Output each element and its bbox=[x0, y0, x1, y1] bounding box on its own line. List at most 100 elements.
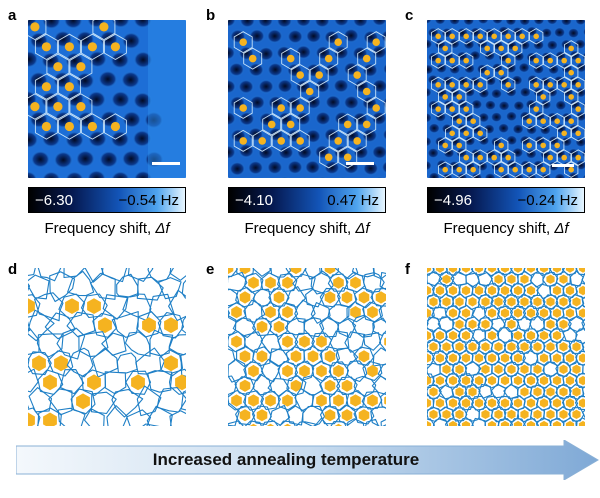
network-ring bbox=[300, 374, 324, 396]
network-hexagon-fill bbox=[442, 409, 451, 419]
afm-hexagon-outline bbox=[366, 96, 386, 119]
network-ring bbox=[149, 293, 175, 318]
afm-pore bbox=[560, 136, 573, 147]
network-ring bbox=[351, 268, 375, 278]
afm-hexagon-outline bbox=[431, 100, 446, 118]
afm-pore bbox=[427, 64, 434, 75]
arrow-label: Increased annealing temperature bbox=[152, 450, 420, 469]
network-ring bbox=[243, 390, 265, 411]
network-ring bbox=[427, 321, 429, 328]
afm-hexagon-outline bbox=[431, 28, 446, 45]
afm-pore bbox=[381, 160, 386, 174]
network-ring bbox=[311, 332, 333, 352]
network-hexagon-fill bbox=[572, 409, 581, 419]
network-hexagon-fill bbox=[474, 285, 484, 296]
afm-hexagon-outline bbox=[564, 40, 579, 57]
network-ring bbox=[251, 405, 272, 425]
afm-hexagon-dot bbox=[526, 142, 532, 149]
network-hexagon-fill bbox=[487, 398, 497, 408]
afm-hexagon-outline bbox=[445, 100, 460, 118]
network-hexagon-fill bbox=[572, 297, 581, 307]
afm-hexagon-outline bbox=[34, 73, 58, 100]
afm-hexagon-dot bbox=[442, 45, 448, 52]
afm-hexagon-outline bbox=[92, 20, 116, 41]
network-hexagon-fill bbox=[572, 387, 581, 397]
network-ring bbox=[284, 317, 306, 336]
colorbar-label-b: Frequency shift, Δf bbox=[207, 220, 407, 237]
network-ring bbox=[181, 315, 186, 334]
afm-pore bbox=[238, 111, 255, 127]
network-diagram-d bbox=[28, 268, 186, 426]
network-ring bbox=[555, 361, 572, 377]
afm-hexagon-dot bbox=[498, 45, 504, 52]
afm-hexagon-dot bbox=[435, 33, 441, 40]
network-ring bbox=[370, 406, 386, 426]
network-ring bbox=[581, 296, 585, 308]
network-ring bbox=[457, 373, 474, 388]
afm-pore bbox=[323, 63, 340, 78]
network-hexagon-fill bbox=[487, 268, 497, 273]
network-ring bbox=[457, 395, 474, 411]
afm-hexagon-dot bbox=[449, 57, 455, 64]
afm-pore bbox=[567, 27, 580, 39]
network-ring bbox=[445, 305, 461, 321]
network-hexagon-fill bbox=[266, 423, 275, 426]
network-ring bbox=[37, 268, 62, 282]
network-ring bbox=[464, 293, 480, 311]
network-ring bbox=[279, 420, 296, 426]
network-hexagon-fill bbox=[507, 319, 516, 329]
network-ring bbox=[327, 273, 349, 292]
afm-hexagon-dot bbox=[526, 118, 532, 124]
network-ring bbox=[147, 370, 173, 393]
afm-hexagon-outline bbox=[452, 137, 467, 154]
afm-pore bbox=[448, 64, 461, 75]
network-ring bbox=[555, 317, 572, 332]
afm-hexagon-outline bbox=[487, 28, 502, 45]
network-hexagon-fill bbox=[54, 355, 68, 372]
afm-pore bbox=[121, 32, 141, 50]
network-ring bbox=[471, 306, 486, 322]
afm-pore bbox=[110, 170, 130, 178]
afm-hexagon-outline bbox=[494, 137, 509, 154]
scale-bar-a bbox=[152, 162, 180, 165]
network-ring bbox=[294, 360, 315, 382]
network-hexagon-fill bbox=[578, 268, 585, 273]
afm-pore bbox=[382, 62, 386, 75]
network-ring bbox=[477, 271, 493, 287]
afm-hexagon-outline bbox=[431, 52, 446, 69]
afm-hexagon-dot bbox=[64, 82, 74, 92]
afm-pore bbox=[317, 176, 328, 178]
afm-hexagon-dot bbox=[334, 38, 342, 46]
afm-hexagon-outline bbox=[466, 112, 481, 130]
afm-hexagon-dot bbox=[343, 120, 352, 129]
network-hexagon-fill bbox=[324, 291, 336, 304]
afm-hexagon-outline bbox=[466, 161, 481, 178]
network-ring bbox=[244, 272, 264, 293]
network-ring bbox=[319, 375, 341, 396]
network-ring bbox=[523, 328, 540, 343]
network-hexagon-fill bbox=[333, 364, 344, 378]
network-ring bbox=[529, 294, 546, 310]
network-ring bbox=[228, 348, 236, 367]
network-hexagon-fill bbox=[341, 409, 353, 422]
network-hexagon-fill bbox=[546, 387, 555, 397]
afm-pore bbox=[249, 95, 266, 110]
afm-hexagon-outline bbox=[557, 76, 572, 94]
network-ring bbox=[575, 328, 585, 344]
afm-hexagon-outline bbox=[536, 112, 551, 130]
afm-pore bbox=[427, 87, 432, 98]
network-ring bbox=[47, 350, 74, 377]
afm-pore bbox=[63, 20, 83, 30]
network-hexagon-fill bbox=[487, 308, 497, 318]
afm-pore bbox=[228, 45, 236, 61]
network-hexagon-fill bbox=[487, 420, 497, 426]
afm-hexagon-dot bbox=[362, 54, 371, 63]
afm-hexagon-dot bbox=[519, 33, 525, 40]
network-hexagon-fill bbox=[461, 268, 471, 273]
afm-pore bbox=[582, 27, 585, 37]
afm-hexagon-dot bbox=[449, 106, 455, 112]
network-ring bbox=[353, 406, 375, 425]
network-ring bbox=[36, 333, 64, 358]
network-ring bbox=[562, 282, 578, 299]
network-ring bbox=[228, 358, 247, 383]
